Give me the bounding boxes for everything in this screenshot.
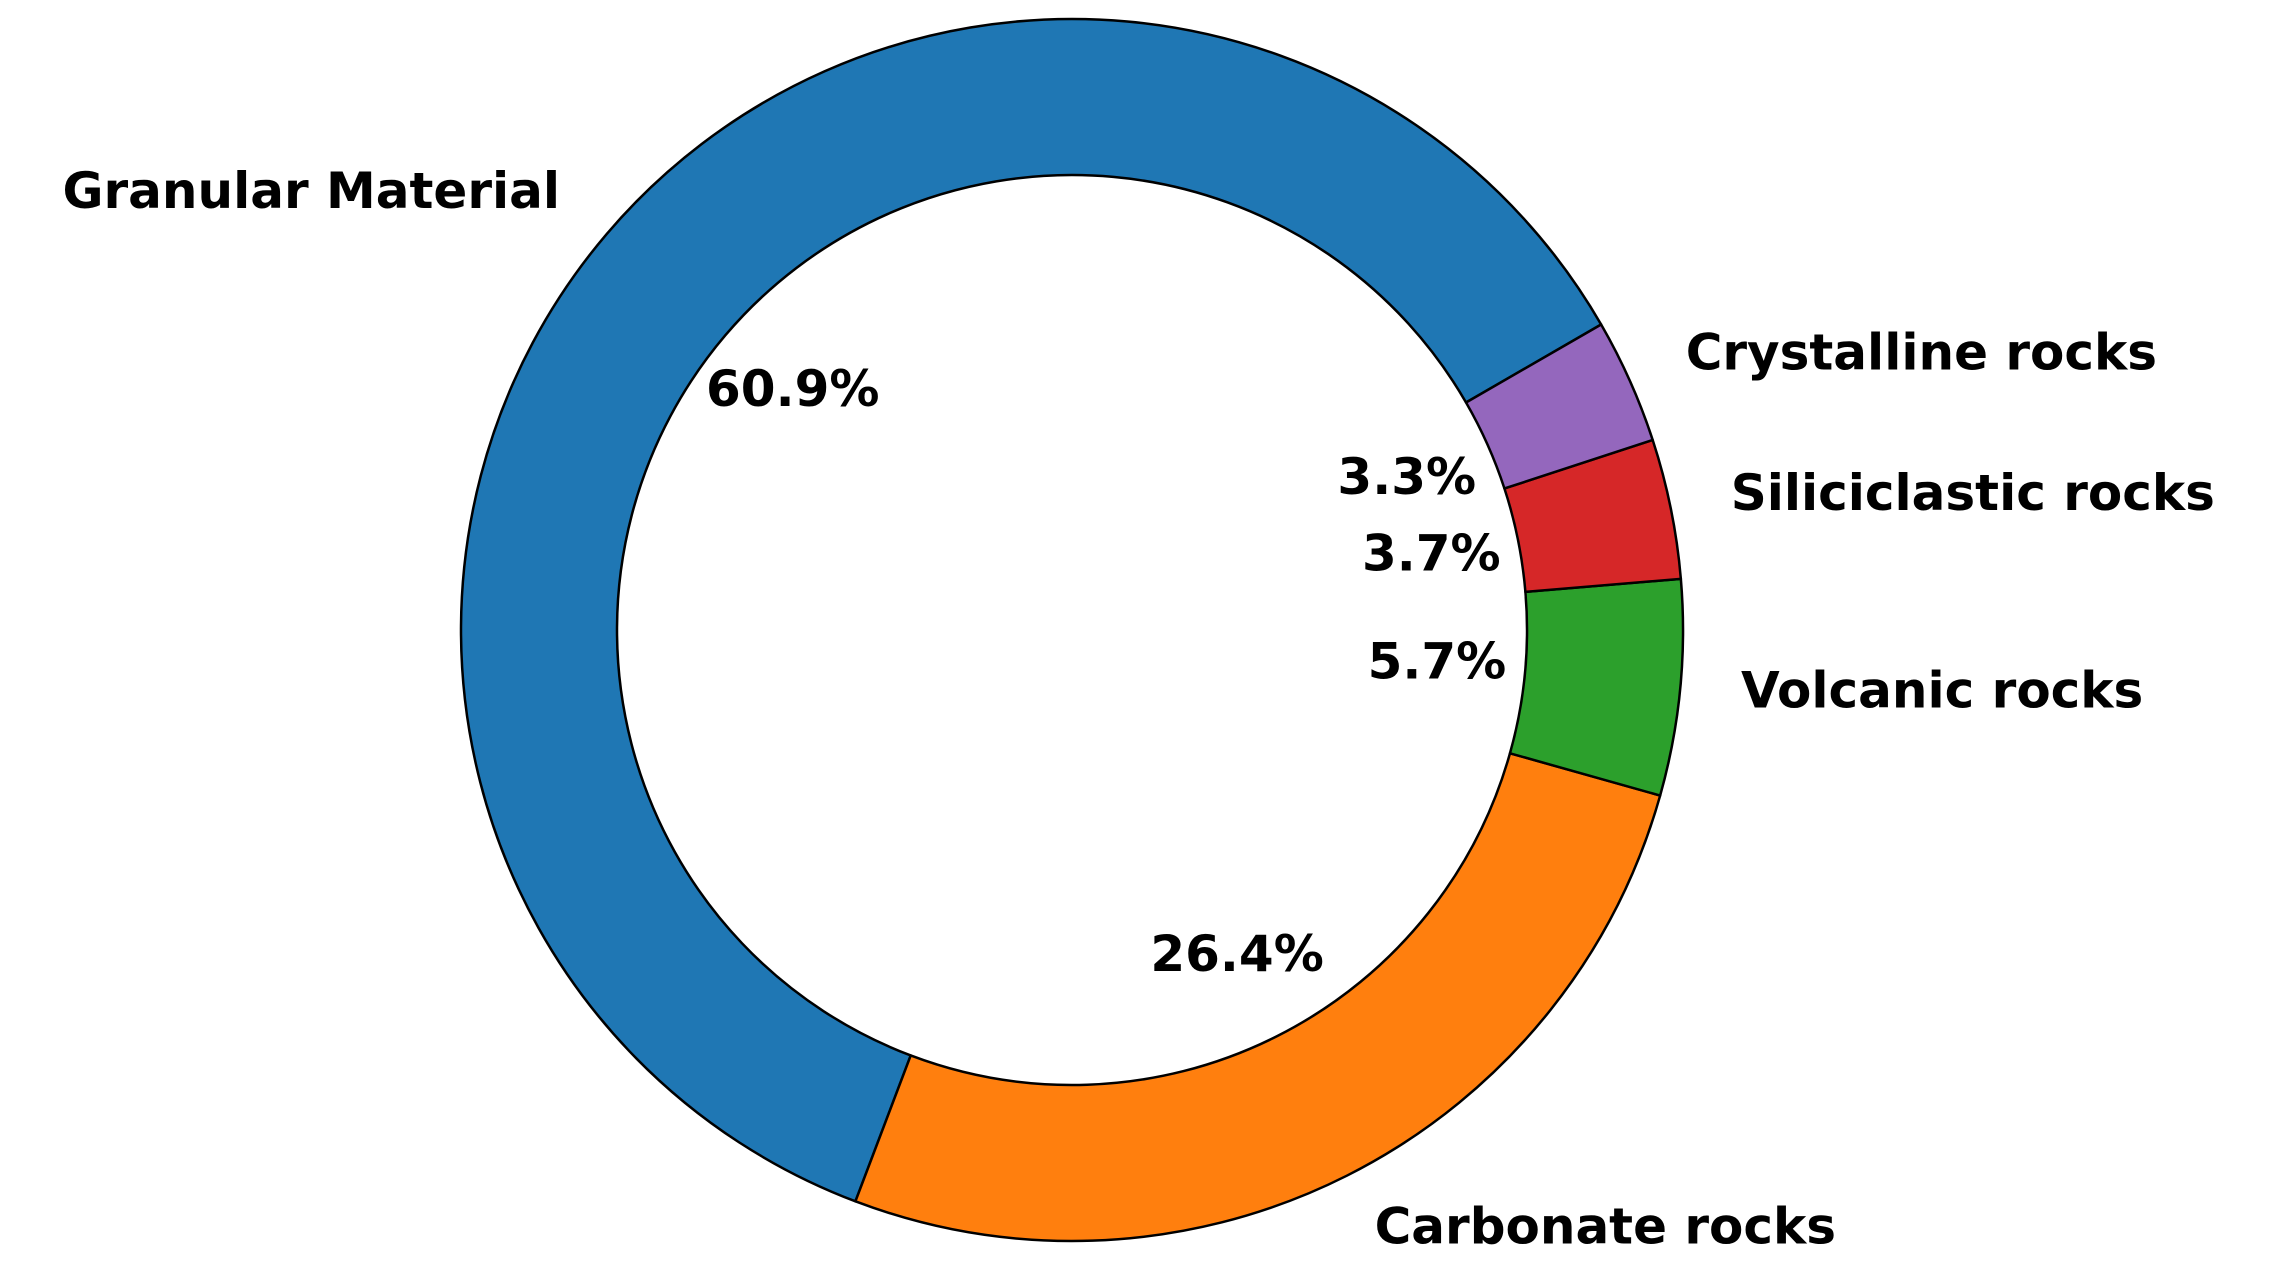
category-label: Siliciclastic rocks — [1731, 464, 2215, 522]
donut-segment — [459, 17, 1603, 1203]
value-label: 5.7% — [1368, 632, 1507, 690]
category-label: Volcanic rocks — [1741, 661, 2143, 719]
donut-segment — [1464, 323, 1654, 490]
category-label: Granular Material — [62, 162, 560, 220]
category-label: Carbonate rocks — [1375, 1198, 1836, 1256]
value-label: 26.4% — [1150, 925, 1323, 983]
value-label: 60.9% — [706, 360, 879, 418]
value-label: 3.7% — [1362, 525, 1501, 583]
value-label: 3.3% — [1337, 448, 1476, 506]
category-label: Crystalline rocks — [1686, 323, 2157, 381]
donut-segment — [854, 752, 1662, 1243]
